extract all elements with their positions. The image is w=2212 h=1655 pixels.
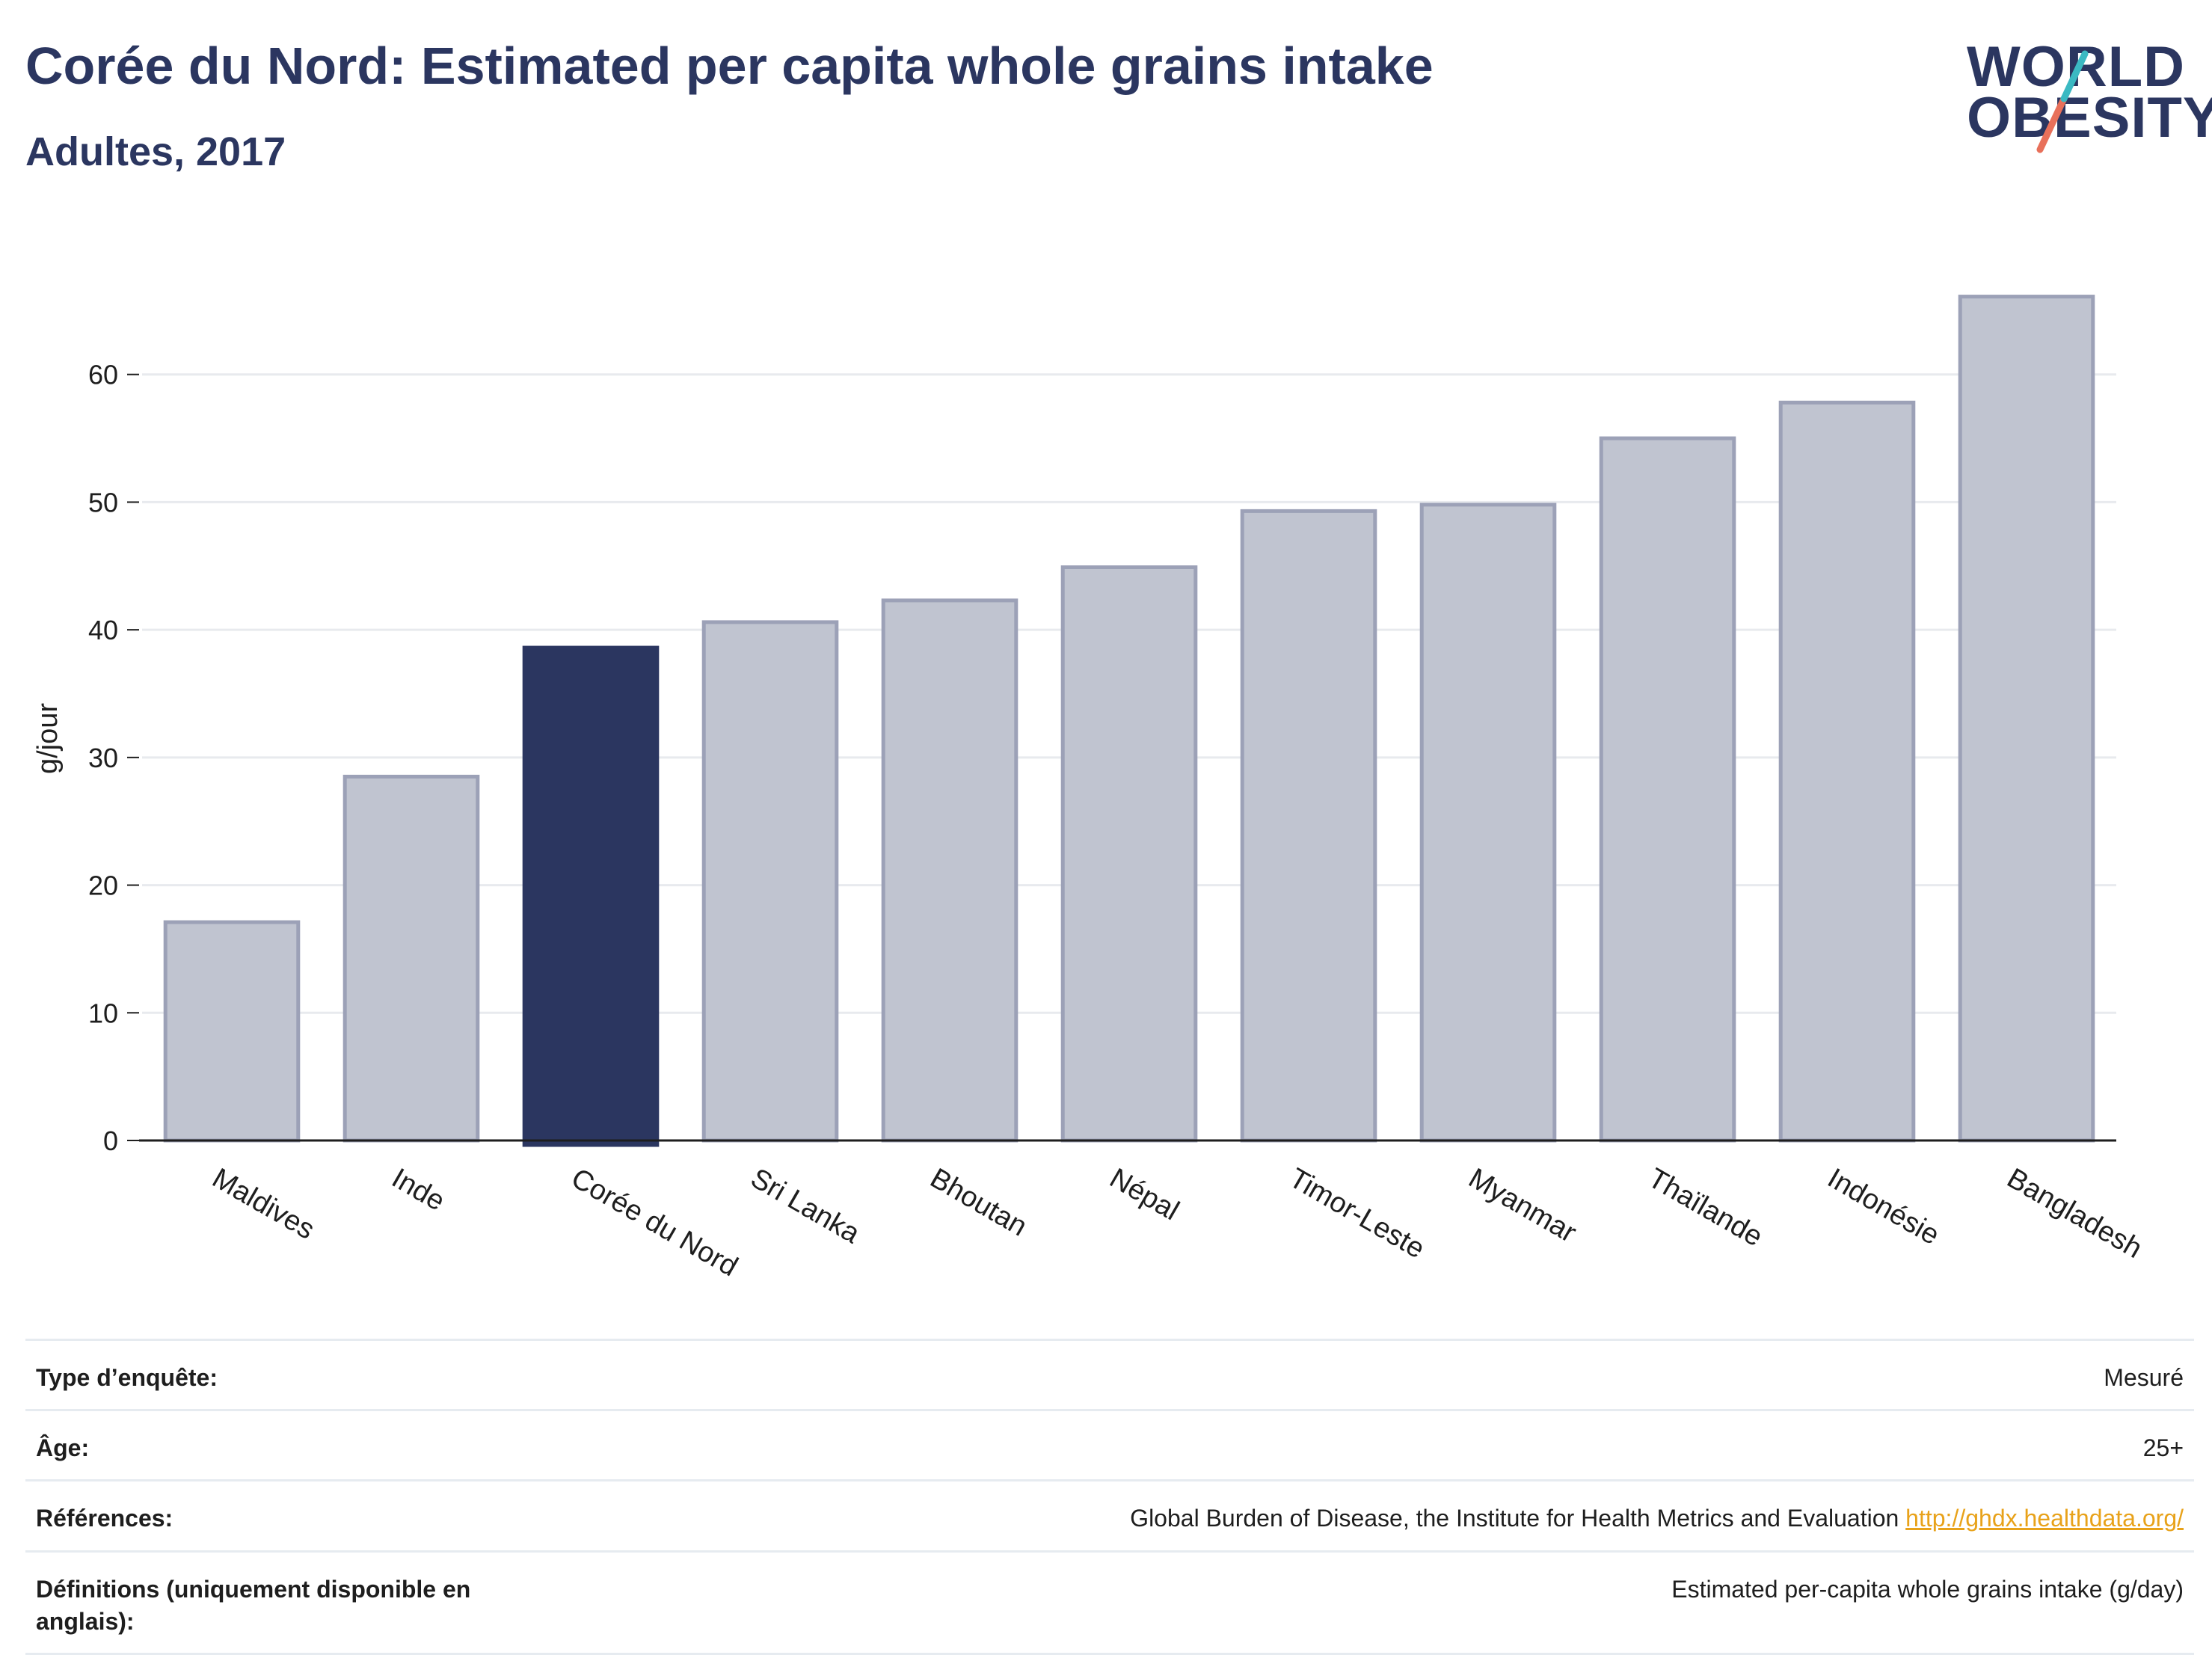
y-tick-label: 10 bbox=[88, 998, 118, 1028]
y-axis-label: g/jour bbox=[32, 703, 64, 774]
x-tick-label: Thaïlande bbox=[1643, 1162, 1768, 1253]
info-row-references: Références: Global Burden of Disease, th… bbox=[25, 1479, 2194, 1550]
x-tick-label: Maldives bbox=[207, 1162, 320, 1245]
bar bbox=[163, 920, 301, 1143]
x-tick-label: Sri Lanka bbox=[746, 1162, 866, 1250]
info-row-definitions: Définitions (uniquement disponible en an… bbox=[25, 1550, 2194, 1655]
y-tick-label: 40 bbox=[88, 615, 118, 645]
chart-subtitle: Adultes, 2017 bbox=[25, 129, 286, 174]
info-key: Âge: bbox=[36, 1434, 90, 1462]
info-value: Mesuré bbox=[2104, 1364, 2184, 1391]
x-tick-label: Bangladesh bbox=[2002, 1162, 2148, 1265]
bar bbox=[522, 645, 660, 1147]
bar bbox=[342, 774, 480, 1143]
info-row-survey-type: Type d’enquête: Mesuré bbox=[25, 1339, 2194, 1409]
y-tick-label: 30 bbox=[88, 743, 118, 773]
bar bbox=[1599, 436, 1736, 1143]
y-tick-label: 60 bbox=[88, 360, 118, 390]
bar bbox=[701, 620, 839, 1143]
info-value: Global Burden of Disease, the Institute … bbox=[1130, 1502, 2184, 1535]
world-obesity-logo: WORLD OBESITY bbox=[1952, 24, 2212, 159]
x-tick-label: Myanmar bbox=[1463, 1162, 1582, 1249]
info-value: Estimated per-capita whole grains intake… bbox=[1671, 1575, 2184, 1603]
y-tick-label: 20 bbox=[88, 871, 118, 901]
bar bbox=[1958, 295, 2095, 1143]
bar bbox=[1060, 565, 1198, 1143]
chart-title: Corée du Nord: Estimated per capita whol… bbox=[25, 37, 1434, 95]
x-tick-label: Inde bbox=[387, 1162, 450, 1217]
x-tick-label: Népal bbox=[1105, 1162, 1185, 1226]
reference-text: Global Burden of Disease, the Institute … bbox=[1130, 1505, 1899, 1532]
reference-link[interactable]: http://ghdx.healthdata.org/ bbox=[1905, 1505, 2184, 1532]
x-tick-label: Bhoutan bbox=[925, 1162, 1033, 1242]
logo-line-2: OBESITY bbox=[1967, 86, 2212, 150]
bar bbox=[881, 598, 1019, 1143]
bar bbox=[1778, 400, 1916, 1143]
info-key: Références: bbox=[36, 1505, 173, 1532]
info-table: Type d’enquête: Mesuré Âge: 25+ Référenc… bbox=[25, 1339, 2194, 1655]
y-tick-label: 0 bbox=[103, 1126, 118, 1156]
bar-chart: 0 10 20 30 40 50 60 g/jour Maldives Inde Corée du … bbox=[32, 295, 2148, 1283]
bar bbox=[1240, 509, 1377, 1143]
info-key: Type d’enquête: bbox=[36, 1364, 218, 1391]
x-tick-label: Corée du Nord bbox=[566, 1162, 743, 1283]
logo-slash-icon bbox=[2036, 50, 2089, 153]
x-tick-label: Indonésie bbox=[1822, 1162, 1945, 1251]
y-tick-label: 50 bbox=[88, 487, 118, 518]
bar bbox=[1419, 503, 1557, 1143]
info-key: Définitions (uniquement disponible en an… bbox=[36, 1575, 471, 1635]
x-tick-label: Timor-Leste bbox=[1284, 1162, 1430, 1265]
info-value: 25+ bbox=[2142, 1434, 2184, 1462]
info-row-age: Âge: 25+ bbox=[25, 1409, 2194, 1479]
